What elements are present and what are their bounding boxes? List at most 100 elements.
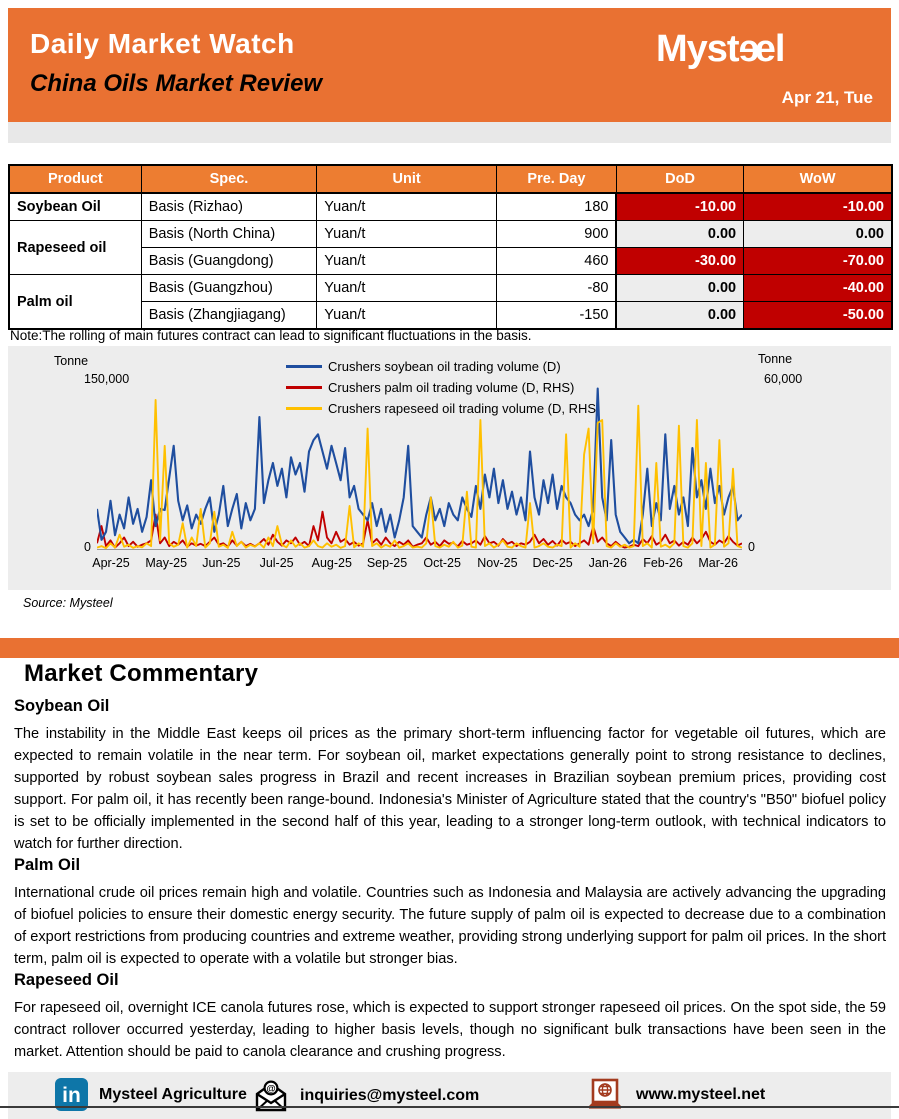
report-subtitle: China Oils Market Review [30, 70, 323, 97]
header-band: Daily Market Watch China Oils Market Rev… [8, 8, 891, 122]
logo-e: e [754, 28, 776, 70]
col-header-spec: Spec. [140, 164, 318, 194]
legend-item-palm: Crushers palm oil trading volume (D, RHS… [286, 377, 600, 398]
col-header-product: Product [8, 164, 142, 194]
preday-cell: 460 [495, 247, 617, 275]
col-header-preday: Pre. Day [495, 164, 617, 194]
commentary-title: Market Commentary [24, 660, 259, 687]
report-date: Apr 21, Tue [781, 88, 873, 107]
footer-email[interactable]: @ inquiries@mysteel.com [253, 1078, 479, 1114]
table-note: Note:The rolling of main futures contrac… [10, 328, 532, 343]
logo-text: Myst [656, 28, 740, 70]
basis-table-wrap: Product Spec. Unit Pre. Day DoD WoW Soyb… [8, 164, 893, 330]
volume-chart: Tonne 150,000 Tonne 60,000 0 0 Crushers … [8, 346, 891, 590]
x-tick-label: Jun-25 [202, 556, 241, 570]
logo-l: l [774, 28, 786, 70]
spec-cell: Basis (Guangzhou) [140, 274, 318, 302]
basis-table: Product Spec. Unit Pre. Day DoD WoW Soyb… [8, 164, 893, 330]
x-tick-label: Apr-25 [92, 556, 130, 570]
x-tick-label: Jul-25 [259, 556, 294, 570]
chart-source: Source: Mysteel [23, 596, 113, 610]
product-cell: Soybean Oil [8, 192, 142, 221]
linkedin-icon[interactable]: in [55, 1078, 88, 1111]
dod-cell: 0.00 [615, 301, 745, 330]
wow-cell: -70.00 [743, 247, 893, 275]
x-tick-label: Aug-25 [311, 556, 352, 570]
spec-cell: Basis (Zhangjiagang) [140, 301, 318, 330]
svg-text:@: @ [266, 1083, 275, 1094]
x-tick-label: Feb-26 [643, 556, 683, 570]
chart-plot-area [97, 387, 742, 550]
x-tick-label: Jan-26 [588, 556, 627, 570]
legend-label: Crushers palm oil trading volume (D, RHS… [328, 380, 575, 395]
legend-label: Crushers soybean oil trading volume (D) [328, 359, 561, 374]
left-axis-max: 150,000 [84, 372, 130, 386]
x-tick-label: May-25 [145, 556, 188, 570]
table-row: Basis (Guangdong) Yuan/t 460 -30.00 -70.… [9, 247, 893, 275]
dod-cell: -10.00 [615, 192, 745, 221]
email-envelope-icon[interactable]: @ [253, 1078, 289, 1114]
mysteel-logo: Mystɘel [656, 28, 786, 71]
x-tick-label: Nov-25 [477, 556, 518, 570]
legend-swatch-red [286, 385, 322, 390]
table-row: Soybean Oil Basis (Rizhao) Yuan/t 180 -1… [8, 192, 893, 221]
linkedin-label: Mysteel Agriculture [99, 1085, 247, 1103]
spec-cell: Basis (Rizhao) [140, 192, 318, 221]
col-header-unit: Unit [316, 164, 497, 194]
product-cell: Palm oil [8, 274, 142, 330]
left-axis-zero: 0 [84, 540, 91, 554]
unit-cell: Yuan/t [316, 274, 497, 302]
spec-cell: Basis (North China) [140, 220, 318, 248]
report-title: Daily Market Watch [30, 28, 295, 59]
left-axis-unit: Tonne [54, 354, 89, 368]
product-cell: Rapeseed oil [8, 220, 142, 275]
table-row: Basis (Zhangjiagang) Yuan/t -150 0.00 -5… [9, 301, 893, 330]
footer-band: in Mysteel Agriculture @ inquiries@myste… [8, 1072, 891, 1119]
bottom-rule [0, 1106, 899, 1108]
paragraph-soybean-oil: The instability in the Middle East keeps… [14, 726, 886, 852]
right-axis-unit: Tonne [758, 352, 793, 366]
unit-cell: Yuan/t [316, 301, 497, 330]
preday-cell: -150 [495, 301, 617, 330]
unit-cell: Yuan/t [316, 247, 497, 275]
paragraph-palm-oil: International crude oil prices remain hi… [14, 885, 887, 967]
x-tick-label: Mar-26 [698, 556, 738, 570]
legend-item-rapeseed: Crushers rapeseed oil trading volume (D,… [286, 398, 600, 419]
dod-cell: 0.00 [615, 274, 745, 302]
unit-cell: Yuan/t [316, 220, 497, 248]
wow-cell: 0.00 [743, 220, 893, 248]
right-axis-zero: 0 [748, 540, 755, 554]
section-divider-bar [0, 638, 899, 658]
wow-cell: -50.00 [743, 301, 893, 330]
col-header-wow: WoW [743, 164, 893, 194]
x-tick-label: Dec-25 [532, 556, 573, 570]
dod-cell: 0.00 [615, 220, 745, 248]
preday-cell: -80 [495, 274, 617, 302]
table-header-row: Product Spec. Unit Pre. Day DoD WoW [8, 164, 893, 194]
unit-cell: Yuan/t [316, 192, 497, 221]
heading-palm-oil: Palm Oil [14, 856, 81, 874]
email-address: inquiries@mysteel.com [300, 1087, 480, 1104]
heading-rapeseed-oil: Rapeseed Oil [14, 971, 119, 989]
col-header-dod: DoD [615, 164, 745, 194]
chart-legend: Crushers soybean oil trading volume (D) … [286, 356, 600, 419]
dod-cell: -30.00 [615, 247, 745, 275]
table-row: Rapeseed oil Basis (North China) Yuan/t … [8, 220, 893, 275]
right-axis-max: 60,000 [764, 372, 803, 386]
footer-linkedin[interactable]: in Mysteel Agriculture [55, 1078, 247, 1111]
spec-cell: Basis (Guangdong) [140, 247, 318, 275]
wow-cell: -10.00 [743, 192, 893, 221]
x-axis-labels: Apr-25 May-25 Jun-25 Jul-25 Aug-25 Sep-25 Oct-… [92, 556, 742, 572]
heading-soybean-oil: Soybean Oil [14, 697, 110, 715]
legend-swatch-yellow [286, 406, 322, 411]
preday-cell: 180 [495, 192, 617, 221]
preday-cell: 900 [495, 220, 617, 248]
legend-swatch-blue [286, 364, 322, 369]
legend-item-soybean: Crushers soybean oil trading volume (D) [286, 356, 600, 377]
logo-reversed-e: ɘ [738, 28, 760, 70]
x-tick-label: Oct-25 [423, 556, 461, 570]
x-tick-label: Sep-25 [366, 556, 408, 570]
legend-label: Crushers rapeseed oil trading volume (D,… [328, 401, 601, 416]
website-url: www.mysteel.net [636, 1086, 766, 1103]
